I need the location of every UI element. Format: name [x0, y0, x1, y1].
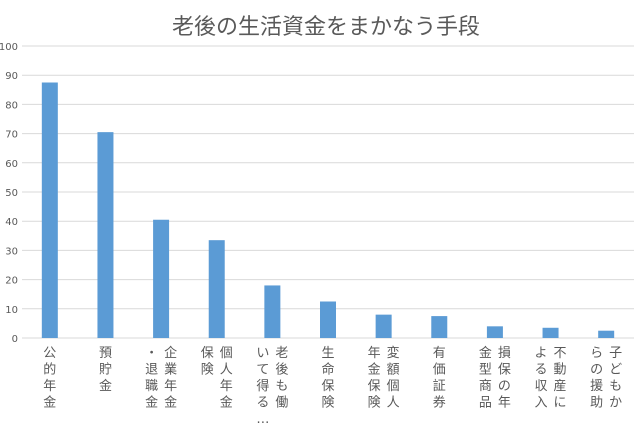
- x-tick-label-column: ・退職金: [145, 346, 158, 411]
- x-tick-label-column: 生命保険: [321, 346, 334, 411]
- x-tick-label: 老後も働いて得る…: [256, 346, 288, 427]
- bar: [375, 314, 392, 338]
- y-tick-label: 60: [5, 159, 18, 170]
- x-tick-label-column: 子どもか: [609, 346, 622, 411]
- y-tick-label: 40: [5, 217, 18, 228]
- y-tick-label: 90: [5, 71, 18, 82]
- y-tick-label: 10: [5, 305, 18, 316]
- bar: [153, 219, 170, 338]
- x-tick-label-column: 不動産に: [554, 346, 567, 411]
- bar: [431, 316, 448, 338]
- x-tick-label: 生命保険: [321, 346, 334, 411]
- x-tick-label-column: 個人年金: [220, 346, 233, 411]
- y-tick-label: 100: [0, 42, 18, 53]
- x-tick-label-column: 預貯金: [99, 346, 112, 394]
- x-tick-label-column: 変額個人: [387, 345, 400, 411]
- chart-title: 老後の生活資金をまかなう手段: [172, 15, 480, 40]
- x-tick-label-column: 金型商品: [479, 345, 492, 411]
- x-tick-label-column: いて得る…: [256, 346, 269, 427]
- x-tick-label: 公的年金: [43, 346, 56, 411]
- x-tick-label-column: 年金保険: [368, 346, 381, 411]
- y-tick-label: 0: [12, 334, 18, 345]
- x-tick-label: 企業年金・退職金: [145, 345, 177, 411]
- x-tick-label-column: 企業年金: [164, 345, 177, 411]
- x-tick-label-column: らの援助: [590, 346, 603, 411]
- y-tick-label: 80: [5, 100, 18, 111]
- bar: [598, 330, 615, 338]
- y-tick-label: 20: [5, 276, 18, 287]
- bar: [542, 327, 559, 338]
- y-axis: 0 10 20 30 40 50 60 70 80 90 100: [0, 42, 18, 345]
- x-tick-label-column: よる収入: [535, 346, 548, 411]
- x-tick-label: 預貯金: [99, 346, 112, 394]
- bar: [208, 240, 225, 338]
- bar: [41, 82, 58, 338]
- y-tick-label: 70: [5, 130, 18, 141]
- x-tick-label-column: 保険: [201, 346, 214, 378]
- bar: [320, 301, 336, 338]
- x-tick-label-column: 有価証券: [433, 346, 446, 411]
- x-axis-labels: 公的年金預貯金企業年金・退職金個人年金保険老後も働いて得る…生命保険変額個人年金…: [43, 345, 622, 427]
- bar-series: [41, 82, 615, 338]
- bar: [264, 285, 281, 338]
- y-tick-label: 50: [5, 188, 18, 199]
- x-tick-label-column: 損保の年: [498, 346, 511, 411]
- x-tick-label-column: 老後も働: [275, 346, 288, 411]
- x-tick-label: 有価証券: [433, 346, 446, 411]
- bar: [486, 326, 503, 338]
- x-tick-label-column: 公的年金: [43, 346, 56, 411]
- y-tick-label: 30: [5, 246, 18, 257]
- gridlines: [22, 45, 634, 339]
- bar: [97, 132, 114, 338]
